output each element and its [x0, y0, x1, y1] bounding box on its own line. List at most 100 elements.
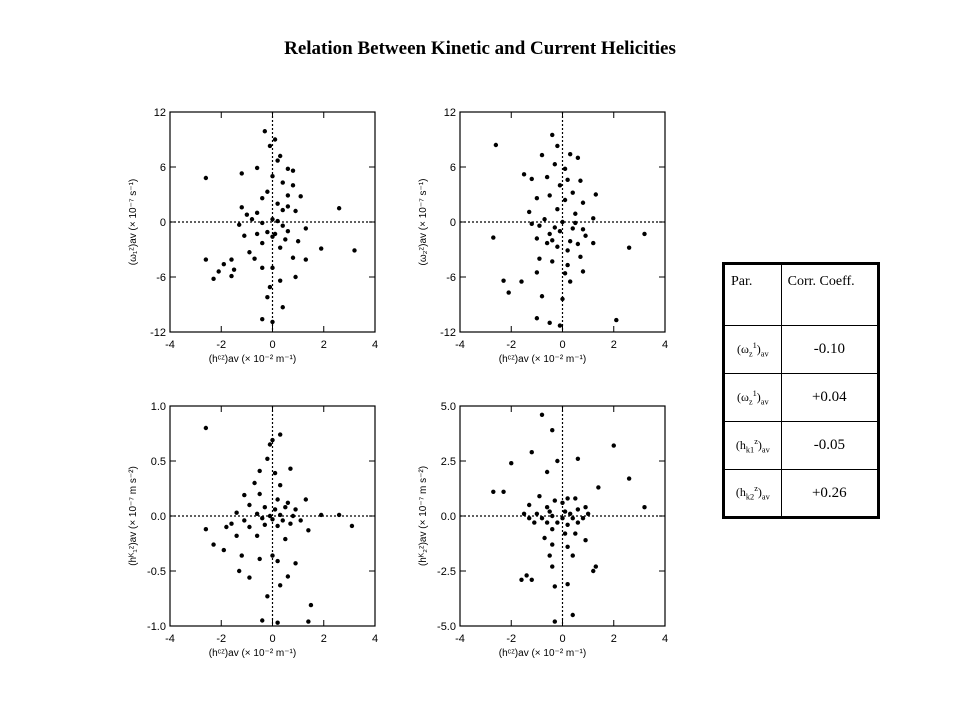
data-point	[565, 582, 570, 587]
data-point	[231, 267, 237, 272]
data-point	[275, 523, 280, 529]
data-point	[242, 233, 247, 238]
data-point	[270, 217, 275, 222]
data-point	[529, 450, 534, 455]
data-point	[509, 461, 514, 466]
data-point	[573, 531, 578, 536]
data-point	[565, 248, 570, 253]
x-tick-label: -4	[165, 339, 175, 351]
y-tick-label: 0.0	[441, 511, 456, 523]
y-axis-label: (hᴷ₁ᶻ)av (× 10⁻⁷ m s⁻²)	[128, 466, 139, 566]
data-point	[526, 209, 532, 215]
data-point	[257, 556, 262, 562]
data-point	[567, 239, 573, 244]
x-axis-label: (hᶜᶻ)av (× 10⁻² m⁻¹)	[499, 354, 586, 365]
data-point	[285, 228, 291, 234]
data-point	[570, 190, 575, 195]
data-point	[570, 516, 575, 521]
y-tick-label: -12	[440, 327, 456, 339]
data-point	[280, 207, 285, 213]
data-point	[562, 197, 568, 203]
data-point	[285, 166, 291, 172]
x-tick-label: 0	[559, 339, 565, 351]
data-point	[555, 206, 560, 212]
data-point	[567, 511, 573, 516]
data-point	[260, 220, 265, 226]
data-point	[260, 265, 265, 271]
data-point	[534, 236, 540, 241]
data-point	[270, 265, 275, 271]
data-point	[573, 211, 578, 216]
data-point	[290, 183, 296, 188]
data-point	[277, 583, 283, 588]
data-point	[277, 512, 283, 518]
data-point	[262, 522, 268, 527]
data-point	[575, 456, 581, 461]
data-point	[303, 226, 309, 231]
data-point	[583, 233, 588, 238]
data-point	[262, 505, 268, 510]
data-point	[565, 496, 570, 501]
data-point	[544, 174, 550, 180]
data-point	[254, 533, 260, 538]
data-point	[562, 166, 568, 172]
data-point	[203, 257, 209, 262]
table-row: (hk1z)av -0.05	[723, 421, 880, 470]
x-tick-label: -4	[455, 339, 465, 351]
data-point	[211, 542, 216, 547]
y-tick-label: 6	[160, 162, 166, 174]
page-title: Relation Between Kinetic and Current Hel…	[284, 38, 676, 59]
table-row: (ωz1)av +0.04	[723, 373, 880, 422]
y-axis-label: (ω₂ᶻ)av (× 10⁻⁷ s⁻¹)	[418, 179, 429, 266]
data-point	[265, 456, 270, 461]
data-point	[583, 538, 588, 543]
data-point	[247, 524, 252, 530]
data-point	[236, 568, 242, 574]
data-point	[290, 513, 296, 519]
data-point	[544, 240, 550, 246]
data-point	[247, 502, 252, 508]
data-point	[534, 270, 540, 275]
data-point	[247, 250, 252, 255]
data-point	[267, 284, 273, 290]
data-point	[336, 512, 342, 518]
data-point	[236, 222, 242, 227]
data-point	[537, 494, 542, 499]
x-axis-label: (hᶜᶻ)av (× 10⁻² m⁻¹)	[499, 648, 586, 659]
data-point	[575, 241, 581, 247]
corr-value: +0.04	[780, 373, 880, 422]
x-tick-label: -2	[216, 633, 226, 645]
y-axis-label: (hᴷ₂ᶻ)av (× 10⁻⁷ m s⁻²)	[418, 466, 429, 566]
data-point	[529, 176, 534, 182]
data-point	[239, 205, 244, 210]
y-tick-label: -6	[156, 272, 166, 284]
data-point	[544, 469, 550, 475]
data-point	[252, 480, 257, 486]
data-point	[501, 489, 506, 494]
data-point	[283, 536, 288, 542]
data-point	[234, 533, 239, 538]
data-point	[288, 466, 293, 471]
data-point	[578, 254, 583, 260]
data-point	[260, 618, 265, 623]
data-point	[593, 564, 599, 569]
data-point	[570, 553, 575, 558]
data-point	[257, 468, 262, 474]
x-tick-label: -4	[165, 633, 175, 645]
x-tick-label: 0	[559, 633, 565, 645]
data-point	[272, 231, 278, 237]
data-point	[565, 262, 570, 268]
data-point	[591, 568, 596, 574]
data-point	[529, 577, 534, 582]
data-point	[593, 192, 599, 197]
data-point	[254, 165, 260, 171]
y-tick-label: 6	[450, 162, 456, 174]
data-point	[532, 520, 537, 525]
data-point	[534, 511, 540, 516]
data-point	[336, 206, 342, 211]
y-tick-label: -12	[150, 327, 166, 339]
x-tick-label: -2	[506, 633, 516, 645]
data-point	[265, 294, 270, 300]
data-point	[280, 518, 285, 523]
data-point	[260, 195, 265, 201]
